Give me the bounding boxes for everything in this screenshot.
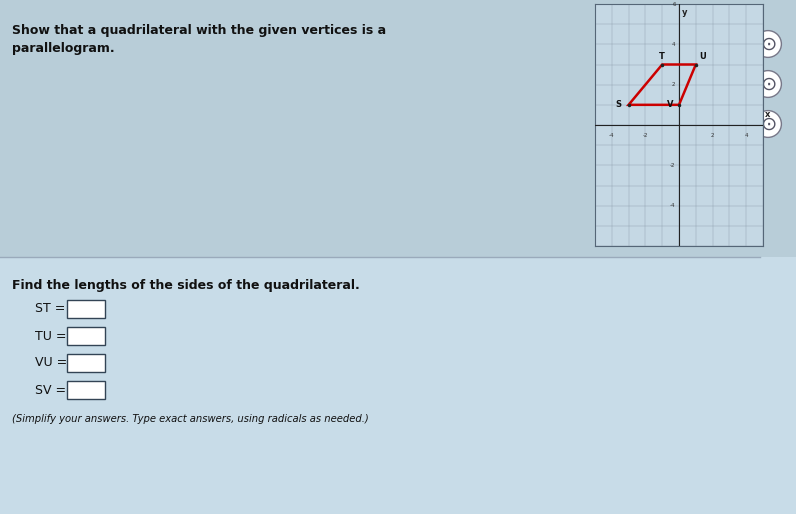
Text: Find the lengths of the sides of the quadrilateral.: Find the lengths of the sides of the qua… [12, 279, 360, 292]
FancyBboxPatch shape [0, 0, 796, 257]
Text: S: S [615, 100, 622, 109]
Text: VU =: VU = [35, 357, 67, 370]
Text: -2: -2 [642, 133, 648, 138]
Text: x: x [765, 110, 770, 119]
Text: 2: 2 [672, 82, 676, 87]
Text: -4: -4 [670, 203, 676, 208]
Text: -2: -2 [670, 163, 676, 168]
Text: V: V [667, 100, 674, 109]
Text: U: U [699, 52, 706, 61]
FancyBboxPatch shape [67, 354, 105, 372]
Text: y: y [681, 8, 687, 17]
Text: 4: 4 [672, 42, 676, 47]
Text: Show that a quadrilateral with the given vertices is a
parallelogram.: Show that a quadrilateral with the given… [12, 24, 386, 55]
Text: SV =: SV = [35, 383, 66, 396]
Text: ⊙: ⊙ [760, 34, 776, 53]
Text: 4: 4 [744, 133, 748, 138]
FancyBboxPatch shape [67, 327, 105, 345]
Text: ⊙: ⊙ [760, 115, 776, 134]
Text: -4: -4 [609, 133, 615, 138]
Text: 6: 6 [672, 2, 676, 7]
FancyBboxPatch shape [0, 257, 796, 514]
Text: T: T [659, 52, 665, 61]
FancyBboxPatch shape [67, 381, 105, 399]
Text: TU =: TU = [35, 329, 67, 342]
FancyBboxPatch shape [67, 300, 105, 318]
Text: ⊙: ⊙ [760, 75, 776, 94]
Text: ST =: ST = [35, 303, 65, 316]
Text: 2: 2 [711, 133, 714, 138]
Text: (Simplify your answers. Type exact answers, using radicals as needed.): (Simplify your answers. Type exact answe… [12, 414, 369, 424]
